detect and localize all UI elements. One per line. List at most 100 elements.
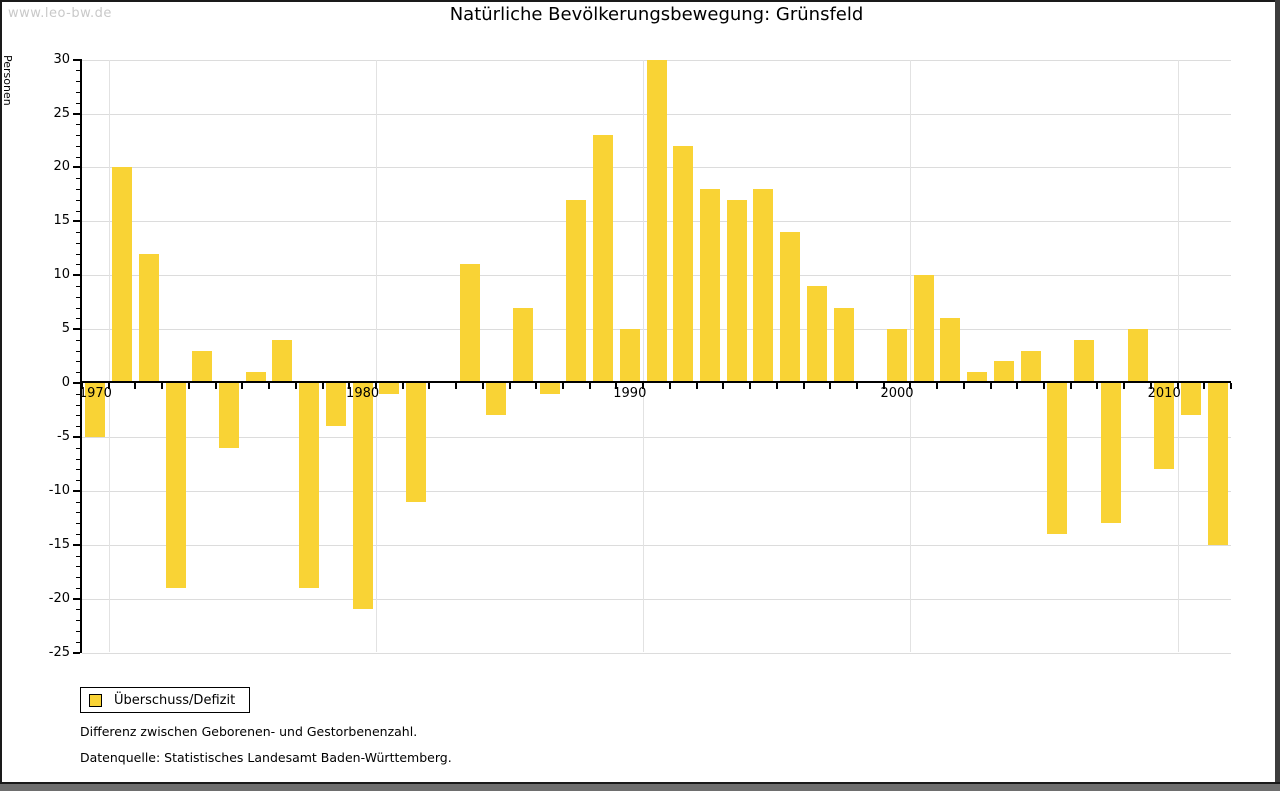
h-gridline--20: [82, 598, 1231, 600]
x-axis-tick: [401, 383, 404, 389]
y-axis-minor-tick: [76, 350, 80, 352]
y-axis-minor-tick: [76, 339, 80, 341]
x-axis-tick: [749, 383, 751, 389]
y-axis-minor-tick: [76, 587, 80, 589]
bar-1973: [165, 383, 186, 588]
bar-1996: [780, 232, 801, 383]
v-gridline-1980: [375, 59, 377, 653]
legend-label: Überschuss/Defizit: [114, 692, 236, 708]
footnote-source: Datenquelle: Statistisches Landesamt Bad…: [80, 750, 452, 765]
x-axis-tick: [855, 383, 858, 389]
x-tick-label-2010: 2010: [1147, 386, 1181, 401]
x-axis-tick: [802, 383, 805, 389]
y-tick-label--15: -15: [48, 536, 70, 552]
y-axis-minor-tick: [76, 70, 80, 72]
y-tick-label--10: -10: [48, 482, 70, 498]
bar-1989: [593, 135, 614, 383]
y-axis-minor-tick: [76, 210, 80, 212]
y-axis-minor-tick: [76, 264, 80, 266]
y-axis-minor-tick: [76, 189, 80, 190]
y-tick-label-25: 25: [53, 105, 70, 121]
h-gridline-25: [82, 113, 1231, 115]
x-axis-tick: [187, 383, 190, 389]
window-bottom-bar: [0, 784, 1280, 791]
y-tick-label-15: 15: [53, 213, 70, 229]
bar-2003: [967, 372, 988, 383]
y-axis-minor-tick: [76, 512, 80, 514]
h-gridline-30: [82, 59, 1231, 61]
y-axis-minor-tick: [76, 393, 80, 395]
y-axis-major-tick: [73, 58, 80, 61]
y-axis-major-tick: [73, 543, 80, 546]
y-axis-minor-tick: [76, 372, 80, 374]
x-axis-tick: [722, 383, 725, 389]
y-axis-major-tick: [73, 274, 80, 277]
y-axis-minor-tick: [76, 91, 80, 93]
bar-1977: [272, 339, 293, 383]
x-axis-line: [80, 381, 1231, 383]
bar-1982: [406, 383, 426, 502]
v-gridline-2000: [910, 59, 912, 653]
bar-1975: [219, 383, 239, 448]
y-axis-minor-tick: [76, 102, 80, 104]
y-axis-minor-tick: [76, 124, 80, 126]
x-axis-tick: [1016, 383, 1019, 389]
y-axis-minor-tick: [76, 318, 80, 320]
x-axis-tick: [1043, 383, 1045, 389]
legend-box: Überschuss/Defizit: [80, 687, 250, 713]
h-gridline-15: [82, 221, 1231, 223]
h-gridline--10: [82, 490, 1231, 492]
v-gridline-1970: [108, 59, 110, 653]
bar-2002: [940, 318, 961, 383]
x-axis-tick: [1096, 383, 1099, 389]
y-axis-major-tick: [73, 328, 80, 331]
x-axis-tick: [1203, 383, 1206, 389]
bar-1994: [726, 199, 747, 383]
x-axis-tick: [241, 383, 244, 389]
h-gridline--15: [82, 544, 1231, 546]
bar-2011: [1180, 383, 1201, 416]
bar-1986: [512, 307, 533, 383]
bar-1971: [112, 167, 133, 383]
bar-1990: [619, 329, 640, 383]
y-axis-minor-tick: [76, 523, 80, 525]
bar-2006: [1047, 383, 1068, 534]
y-tick-label--5: -5: [57, 428, 70, 444]
y-axis-minor-tick: [76, 480, 80, 481]
x-axis-tick: [962, 383, 965, 389]
h-gridline-5: [82, 329, 1231, 331]
bar-2000: [887, 329, 907, 383]
y-axis-minor-tick: [76, 458, 80, 460]
bar-2001: [913, 275, 934, 383]
x-axis-tick: [348, 383, 351, 389]
x-axis-tick: [294, 383, 297, 389]
bar-1978: [299, 383, 320, 588]
x-axis-tick: [214, 383, 217, 389]
x-axis-tick: [268, 383, 270, 389]
bar-2007: [1074, 339, 1094, 383]
v-gridline-1990: [643, 59, 645, 653]
x-axis-tick: [161, 383, 164, 389]
bar-2004: [993, 361, 1014, 383]
x-axis-tick: [81, 383, 83, 389]
bar-1984: [459, 264, 480, 383]
y-axis-minor-tick: [76, 145, 80, 147]
chart-title: Natürliche Bevölkerungsbewegung: Grünsfe…: [449, 4, 864, 25]
y-axis-minor-tick: [76, 555, 80, 557]
bar-2008: [1100, 383, 1121, 524]
y-axis-major-tick: [73, 489, 80, 492]
window-border-left: [0, 0, 2, 791]
watermark: www.leo-bw.de: [8, 6, 112, 21]
x-axis-tick: [775, 383, 778, 389]
bar-1985: [486, 383, 507, 416]
bar-1987: [539, 383, 560, 394]
h-gridline--25: [82, 652, 1231, 654]
y-axis-minor-tick: [76, 577, 80, 578]
y-axis-major-tick: [73, 651, 80, 654]
x-axis-tick: [508, 383, 511, 389]
y-axis-major-tick: [73, 220, 80, 223]
v-gridline-2010: [1177, 59, 1179, 653]
x-axis-tick: [695, 383, 698, 389]
y-tick-label-0: 0: [61, 375, 70, 390]
